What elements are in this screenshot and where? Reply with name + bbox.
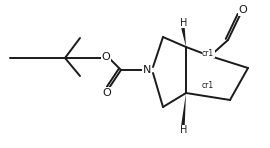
Polygon shape — [181, 28, 186, 47]
Text: O: O — [102, 52, 110, 62]
Text: H: H — [180, 18, 188, 28]
Text: O: O — [103, 88, 111, 98]
Polygon shape — [181, 93, 186, 125]
Text: N: N — [143, 65, 151, 75]
Text: cr1: cr1 — [202, 81, 214, 90]
Text: cr1: cr1 — [202, 49, 214, 58]
Text: O: O — [239, 5, 247, 15]
Text: H: H — [180, 125, 188, 135]
